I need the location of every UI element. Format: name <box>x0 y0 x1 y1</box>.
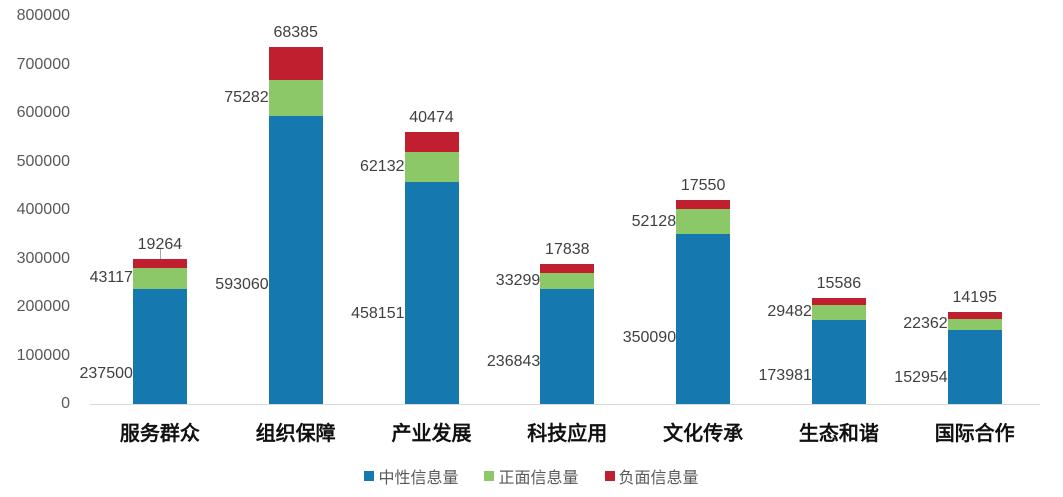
bar-segment-negative[interactable] <box>268 46 323 80</box>
bar-segment-positive[interactable] <box>404 151 459 182</box>
legend-label: 正面信息量 <box>498 468 579 487</box>
y-tick-label: 0 <box>61 395 70 412</box>
bar-segment-neutral[interactable] <box>676 234 731 404</box>
x-tick-label: 科技应用 <box>527 421 608 445</box>
bar-segment-neutral[interactable] <box>268 116 323 404</box>
data-label-neutral: 237500 <box>79 365 133 382</box>
bar-segment-neutral[interactable] <box>540 289 595 404</box>
x-tick-label: 生态和谐 <box>798 421 879 445</box>
data-label-positive: 33299 <box>495 272 541 290</box>
legend-item-positive[interactable]: 正面信息量 <box>484 464 579 488</box>
x-tick-label: 组织保障 <box>255 421 336 445</box>
y-tick-label: 500000 <box>16 152 70 170</box>
bar-segment-neutral[interactable] <box>404 181 459 404</box>
y-tick-label: 700000 <box>16 55 70 73</box>
bar-segment-negative[interactable] <box>947 312 1002 319</box>
y-tick-label: 300000 <box>16 249 70 267</box>
x-tick-label: 文化传承 <box>663 421 744 445</box>
bar-segment-negative[interactable] <box>811 297 866 306</box>
data-label-positive: 22362 <box>903 315 948 333</box>
data-label-neutral: 350090 <box>622 328 677 346</box>
data-label-neutral: 152954 <box>894 369 948 386</box>
x-tick-label: 国际合作 <box>934 421 1015 445</box>
leader-line <box>159 248 161 259</box>
bar-segment-positive[interactable] <box>811 305 866 320</box>
data-label-negative: 15586 <box>816 274 862 292</box>
bar-segment-positive[interactable] <box>132 267 187 289</box>
y-tick-label: 600000 <box>16 104 70 121</box>
bar-segment-positive[interactable] <box>540 272 595 290</box>
data-label-positive: 43117 <box>89 269 133 287</box>
data-label-neutral: 458151 <box>351 305 405 322</box>
bar-segment-negative[interactable] <box>540 264 595 273</box>
data-label-positive: 52128 <box>631 212 677 230</box>
bar-segment-neutral[interactable] <box>947 329 1002 404</box>
data-label-negative: 19264 <box>137 235 183 253</box>
x-tick-label: 服务群众 <box>119 421 200 445</box>
bar-segment-negative[interactable] <box>404 132 459 152</box>
bar-segment-positive[interactable] <box>268 79 323 117</box>
legend-label: 中性信息量 <box>378 468 459 487</box>
bar-segment-neutral[interactable] <box>132 288 187 404</box>
bar-segment-negative[interactable] <box>132 258 187 268</box>
bar-segment-negative[interactable] <box>676 200 731 209</box>
x-axis-line <box>90 404 1040 405</box>
data-label-negative: 17550 <box>680 177 726 195</box>
data-label-neutral: 593060 <box>215 275 269 293</box>
y-tick-label: 800000 <box>16 7 70 24</box>
legend-item-negative[interactable]: 负面信息量 <box>604 464 699 488</box>
data-label-positive: 75282 <box>224 89 269 107</box>
legend-label: 负面信息量 <box>618 468 699 487</box>
data-label-negative: 14195 <box>952 289 997 307</box>
data-label-positive: 29482 <box>767 303 812 321</box>
bar-segment-positive[interactable] <box>676 208 731 235</box>
bar-segment-neutral[interactable] <box>811 319 866 404</box>
data-label-negative: 68385 <box>273 23 318 41</box>
data-label-positive: 62132 <box>360 157 405 175</box>
legend: 中性信息量 正面信息量 负面信息量 <box>0 464 1063 488</box>
legend-swatch-neutral-icon <box>364 471 375 481</box>
x-tick-label: 产业发展 <box>391 421 472 445</box>
legend-swatch-positive-icon <box>484 471 495 481</box>
data-label-neutral: 236843 <box>486 353 541 371</box>
data-label-negative: 40474 <box>409 109 454 127</box>
data-label-negative: 17838 <box>545 241 590 259</box>
data-label-neutral: 173981 <box>758 367 812 384</box>
legend-item-neutral[interactable]: 中性信息量 <box>364 464 458 488</box>
y-tick-label: 100000 <box>16 346 70 364</box>
legend-swatch-negative-icon <box>604 471 615 481</box>
y-tick-label: 400000 <box>16 201 70 218</box>
bar-segment-positive[interactable] <box>947 318 1002 330</box>
y-tick-label: 200000 <box>16 298 70 315</box>
